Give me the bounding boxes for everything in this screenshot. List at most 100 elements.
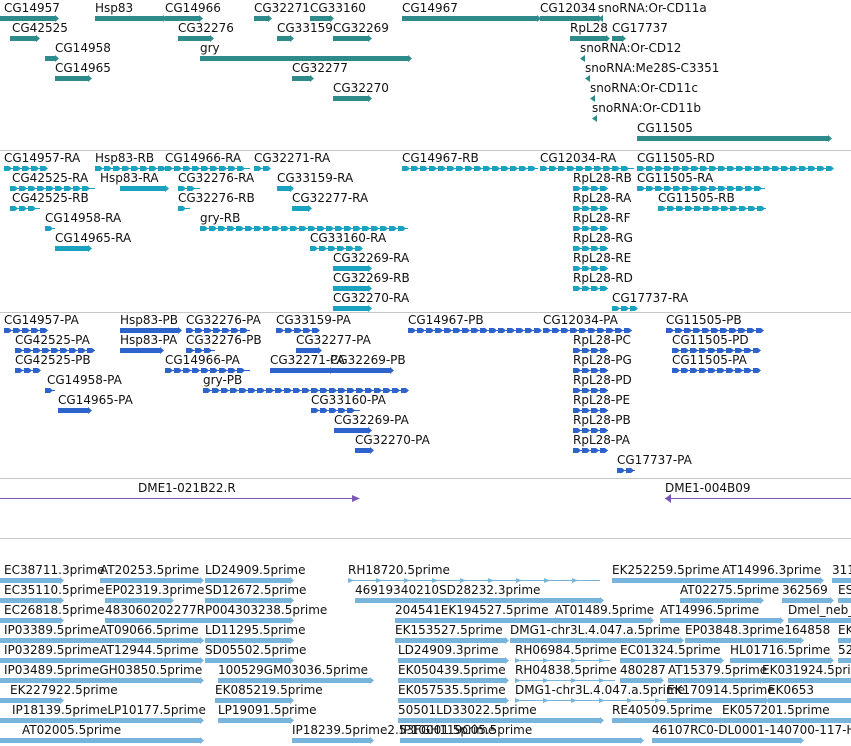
feature-bar — [573, 286, 608, 291]
feature-bar — [333, 265, 372, 272]
feature-bar — [333, 95, 372, 102]
feature-label: AT15379.5prime — [668, 663, 768, 677]
feature-label: EK057535.5prime — [398, 683, 506, 697]
feature-bar — [95, 15, 167, 22]
feature-label: CG14966-PA — [165, 353, 240, 367]
feature-label: CG42525-RA — [12, 171, 89, 185]
feature-bar — [333, 285, 372, 292]
feature-bar — [254, 15, 272, 22]
feature-label: ES — [838, 583, 851, 597]
feature-label: AT02275.5prime — [680, 583, 780, 597]
feature-bar — [620, 657, 724, 664]
feature-bar — [617, 468, 635, 473]
feature-label: Hsp83 — [95, 1, 134, 15]
feature-label: 46107RC0-DL0001-140700-117-H015 — [652, 723, 851, 737]
feature-label: CG11505-PB — [666, 313, 742, 327]
feature-label: EK0653 — [768, 683, 814, 697]
track-proteins: CG14957-PA Hsp83-PB CG32276-PA CG33159-PA CG… — [0, 312, 851, 478]
feature-label: RH18720.5prime — [348, 563, 450, 577]
feature-bar — [205, 637, 294, 644]
feature-bar — [590, 95, 595, 102]
feature-bar — [0, 717, 204, 724]
feature-bar — [592, 115, 597, 122]
feature-label: RpL28-RG — [573, 231, 633, 245]
feature-bar — [585, 75, 590, 82]
feature-bar — [722, 718, 851, 723]
feature-label: DMG1-chr3L.4.047.a.5prime — [515, 683, 686, 697]
feature-bar — [838, 638, 851, 643]
feature-label: CG32269-RA — [333, 251, 410, 265]
feature-bar — [637, 186, 765, 191]
feature-label: CG14957-PA — [4, 313, 79, 327]
feature-label: CG11505-PD — [672, 333, 749, 347]
feature-label: CG32271-RA — [254, 151, 331, 165]
feature-bar — [178, 186, 200, 191]
feature-bar — [120, 185, 169, 192]
feature-bar — [573, 266, 608, 271]
track-transcripts: CG14957-RA Hsp83-RB CG14966-RA CG32271-RA CG… — [0, 150, 851, 312]
feature-bar — [95, 166, 166, 171]
feature-label: CG32271 — [254, 1, 310, 15]
feature-label: 52 — [838, 643, 851, 657]
feature-label: IP10001.5prime — [400, 723, 496, 737]
feature-label: CG42525-PA — [15, 333, 90, 347]
feature-bar — [348, 578, 600, 583]
feature-label: 46919340210SD28232.3prime — [355, 583, 541, 597]
feature-bar — [398, 697, 509, 704]
feature-bar — [408, 328, 542, 333]
feature-label: CG14966-RA — [165, 151, 242, 165]
feature-bar — [652, 737, 804, 744]
feature-label: CG32277-PA — [296, 333, 371, 347]
feature-label: RpL28-PC — [573, 333, 631, 347]
feature-bar — [838, 598, 851, 603]
feature-label: EC01324.5prime — [620, 643, 721, 657]
feature-label: IP03289.5primeAT12944.5prime — [4, 643, 199, 657]
feature-label: LD24909.5prime — [205, 563, 306, 577]
feature-bar — [637, 166, 834, 171]
feature-bar — [666, 328, 764, 333]
feature-label: CG14965-PA — [58, 393, 133, 407]
feature-label: EK085219.5prime — [215, 683, 323, 697]
feature-bar — [186, 348, 215, 353]
feature-bar — [333, 35, 372, 42]
feature-label: AT01489.5prime — [555, 603, 655, 617]
feature-bar — [120, 327, 182, 334]
feature-bar — [398, 657, 509, 664]
feature-label: CG17737-RA — [612, 291, 689, 305]
feature-bar — [660, 617, 784, 624]
feature-bar — [543, 328, 632, 333]
feature-label: 483060202277RP004303238.5prime — [105, 603, 328, 617]
feature-bar — [10, 35, 40, 42]
feature-label: CG32276-RB — [178, 191, 255, 205]
feature-label: RE40509.5prime — [612, 703, 713, 717]
feature-bar — [10, 206, 40, 211]
feature-label: IP18239.5prime2.53FGH119C05.5prime — [292, 723, 533, 737]
feature-bar — [45, 226, 55, 231]
feature-bar — [398, 717, 604, 724]
feature-bar — [55, 75, 92, 82]
feature-bar — [165, 166, 250, 171]
feature-label: LD24909.3prime — [398, 643, 499, 657]
feature-bar — [398, 677, 509, 684]
feature-bar — [730, 657, 834, 664]
feature-label: RpL28-PG — [573, 353, 632, 367]
feature-label: EK031924.5prime — [762, 663, 851, 677]
feature-bar — [573, 206, 608, 211]
track-divider — [0, 538, 851, 539]
feature-label: CG32276 — [178, 21, 234, 35]
feature-bar — [515, 658, 610, 663]
track-genes: CG14957 Hsp83 CG14966 CG32271 CG33160 CG14967… — [0, 0, 851, 150]
feature-label: CG33159-PA — [276, 313, 351, 327]
feature-label: CG11505-RA — [637, 171, 714, 185]
feature-bar — [310, 246, 363, 251]
feature-label: CG32276-PA — [186, 313, 261, 327]
feature-label: CG14965-RA — [55, 231, 132, 245]
feature-bar — [292, 737, 374, 744]
feature-bar — [311, 408, 360, 413]
feature-bar — [215, 697, 294, 704]
feature-bar — [0, 737, 204, 744]
feature-bar — [402, 166, 538, 171]
feature-label: Hsp83-RB — [95, 151, 155, 165]
feature-bar — [665, 494, 851, 503]
